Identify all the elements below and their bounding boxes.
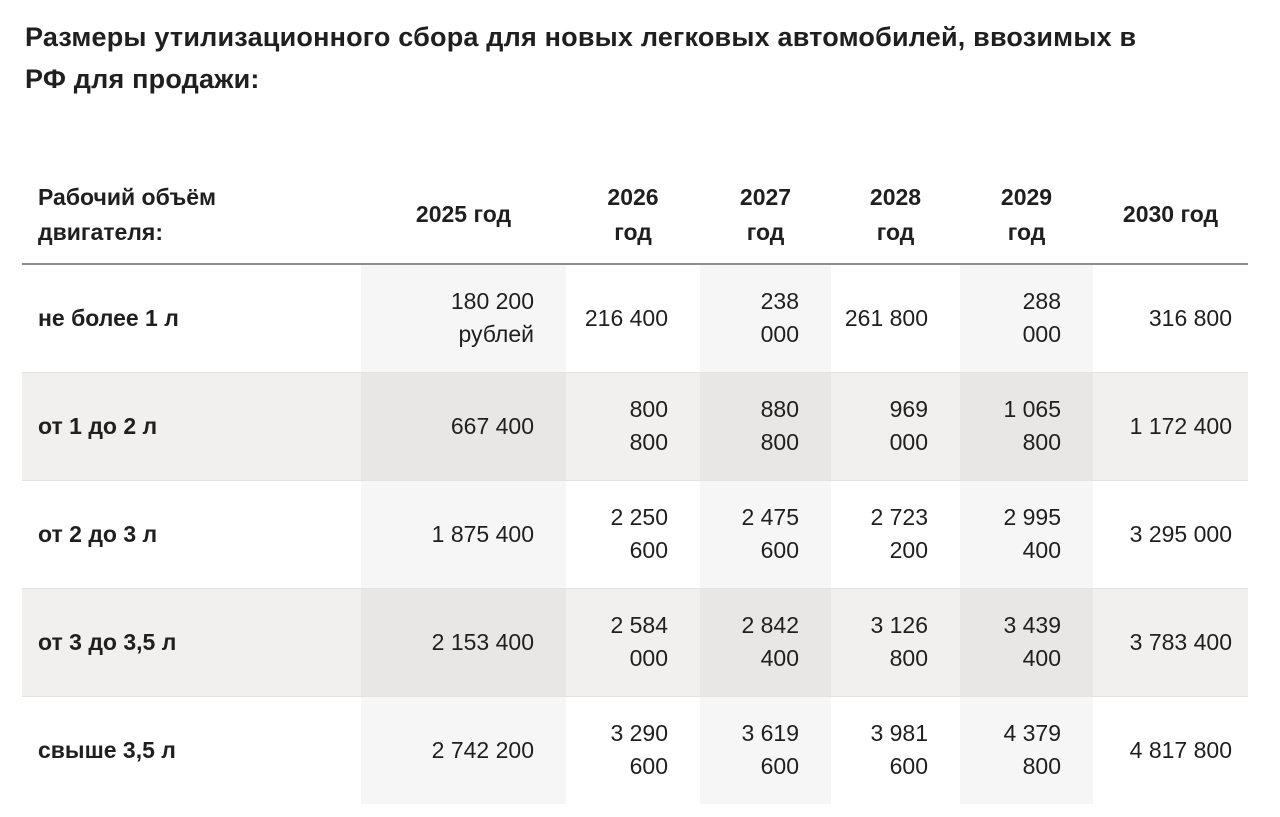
table-row: свыше 3,5 л 2 742 200 3 290 600 3 619 60… [22,696,1248,804]
row-label: от 3 до 3,5 л [38,628,177,655]
fee-cell: 3 439 400 [960,588,1093,696]
page-title: Размеры утилизационного сбора для новых … [25,22,1137,95]
engine-volume-header: Рабочий объём двигателя: [22,166,361,266]
row-label: от 1 до 2 л [38,412,158,439]
year-header-2025: 2025 год [361,166,566,266]
fee-cell: 288 000 [960,264,1093,372]
fee-cell: 216 400 [584,304,668,331]
fee-cell: 1 065 800 [960,372,1093,480]
row-label: свыше 3,5 л [38,736,176,763]
fee-cell: 969 000 [889,395,928,456]
fee-cell: 2 584 000 [610,611,668,672]
fee-cell: 4 379 800 [960,696,1093,804]
fee-cell: 800 800 [629,395,668,456]
table-header-row: Рабочий объём двигателя: 2025 год 2026 г… [22,166,1248,266]
fee-cell: 2 995 400 [960,480,1093,588]
fee-cell: 3 619 600 [700,696,831,804]
year-header-2026: 2026 год [566,166,700,266]
fee-cell: 180 200 рублей [361,264,566,372]
row-label: от 2 до 3 л [38,520,158,547]
utilization-fee-table: Рабочий объём двигателя: 2025 год 2026 г… [22,166,1248,804]
row-label: не более 1 л [38,304,179,331]
fee-cell: 2 742 200 [361,696,566,804]
fee-cell: 2 153 400 [361,588,566,696]
year-header-2030: 2030 год [1093,166,1248,266]
table-row: от 2 до 3 л 1 875 400 2 250 600 2 475 60… [22,480,1248,588]
fee-cell: 316 800 [1148,304,1232,331]
fee-cell: 238 000 [700,264,831,372]
fee-cell: 2 723 200 [870,503,928,564]
fee-cell: 2 842 400 [700,588,831,696]
table-row: от 1 до 2 л 667 400 800 800 880 800 969 … [22,372,1248,481]
table-row: от 3 до 3,5 л 2 153 400 2 584 000 2 842 … [22,588,1248,697]
fee-cell: 1 172 400 [1129,412,1232,439]
year-header-2028: 2028 год [831,166,960,266]
fee-cell: 3 126 800 [870,611,928,672]
fee-cell: 3 783 400 [1129,628,1232,655]
fee-cell: 667 400 [361,372,566,480]
fee-cell: 2 250 600 [610,503,668,564]
fee-cell: 3 290 600 [610,720,668,780]
fee-cell: 3 981 600 [870,720,928,780]
fee-cell: 2 475 600 [700,480,831,588]
year-header-2029: 2029 год [960,166,1093,266]
fee-cell: 1 875 400 [361,480,566,588]
fee-cell: 4 817 800 [1129,736,1232,763]
table-row: не более 1 л 180 200 рублей 216 400 238 … [22,264,1248,372]
fee-cell: 261 800 [844,304,928,331]
fee-cell: 880 800 [700,372,831,480]
year-header-2027: 2027 год [700,166,831,266]
fee-cell: 3 295 000 [1129,520,1232,547]
